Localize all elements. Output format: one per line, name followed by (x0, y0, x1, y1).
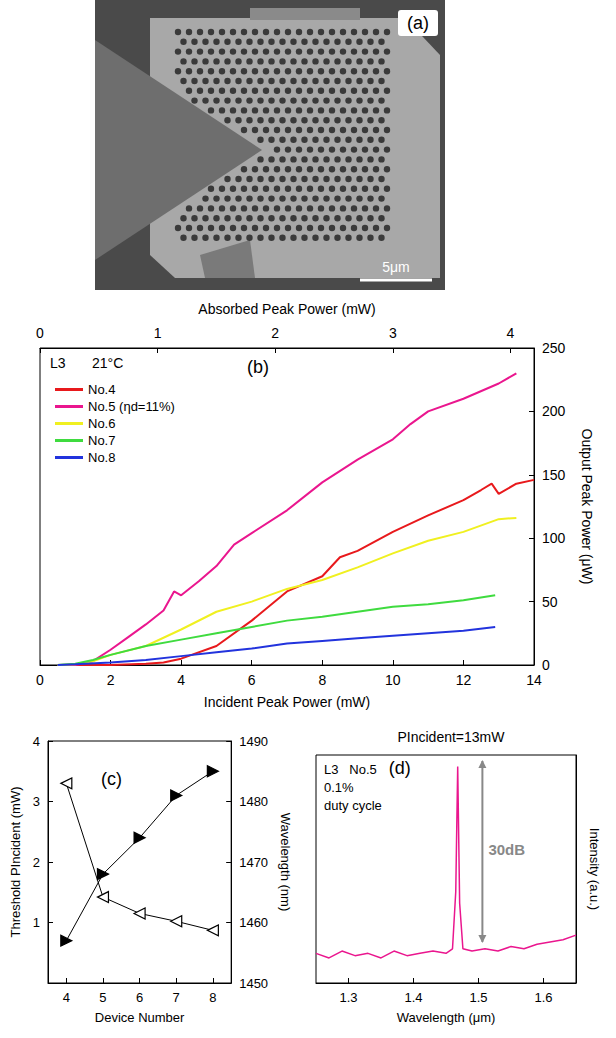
svg-text:250: 250 (542, 340, 566, 356)
svg-text:12: 12 (456, 672, 472, 688)
svg-text:(a): (a) (407, 13, 429, 33)
svg-text:2: 2 (107, 672, 115, 688)
svg-text:4: 4 (33, 734, 40, 749)
svg-text:1.6: 1.6 (534, 990, 552, 1005)
svg-text:4: 4 (507, 325, 515, 341)
svg-text:Device Number: Device Number (95, 1010, 185, 1025)
svg-text:14: 14 (526, 672, 542, 688)
svg-text:Wavelength (nm): Wavelength (nm) (278, 813, 293, 912)
svg-text:30dB: 30dB (488, 841, 525, 858)
svg-text:2: 2 (33, 855, 40, 870)
svg-text:5μm: 5μm (382, 259, 410, 275)
svg-text:150: 150 (542, 467, 566, 483)
svg-text:Wavelength (μm): Wavelength (μm) (397, 1010, 496, 1025)
svg-text:6: 6 (136, 990, 143, 1005)
svg-text:No.8: No.8 (88, 450, 115, 465)
svg-text:200: 200 (542, 403, 566, 419)
svg-text:4: 4 (63, 990, 70, 1005)
svg-text:3: 3 (33, 794, 40, 809)
svg-text:(d): (d) (389, 758, 411, 778)
svg-text:No.6: No.6 (88, 416, 115, 431)
svg-text:1.5: 1.5 (469, 990, 487, 1005)
svg-text:PIncident=13mW: PIncident=13mW (398, 729, 506, 745)
svg-text:No.7: No.7 (88, 433, 115, 448)
svg-text:duty cycle: duty cycle (324, 798, 382, 813)
svg-text:0: 0 (36, 672, 44, 688)
svg-text:L3: L3 (50, 355, 66, 371)
svg-text:10: 10 (385, 672, 401, 688)
svg-text:2: 2 (271, 325, 279, 341)
svg-text:No.4: No.4 (88, 382, 115, 397)
svg-text:50: 50 (542, 594, 558, 610)
svg-text:7: 7 (173, 990, 180, 1005)
svg-text:1.3: 1.3 (339, 990, 357, 1005)
svg-text:Threshold PIncident (mW): Threshold PIncident (mW) (8, 787, 23, 938)
svg-text:1: 1 (33, 915, 40, 930)
svg-text:8: 8 (209, 990, 216, 1005)
svg-text:8: 8 (318, 672, 326, 688)
svg-text:Absorbed Peak Power (mW): Absorbed Peak Power (mW) (198, 301, 375, 317)
svg-text:Intensity (a.u.): Intensity (a.u.) (587, 828, 602, 910)
svg-text:(b): (b) (247, 357, 269, 377)
svg-text:0.1%: 0.1% (324, 780, 354, 795)
svg-text:1: 1 (154, 325, 162, 341)
svg-text:L3 No.5: L3 No.5 (324, 762, 377, 777)
svg-text:1450: 1450 (239, 976, 268, 991)
svg-text:1490: 1490 (239, 734, 268, 749)
svg-text:0: 0 (542, 657, 550, 673)
svg-text:(c): (c) (101, 769, 122, 789)
svg-text:100: 100 (542, 530, 566, 546)
svg-text:1.4: 1.4 (404, 990, 422, 1005)
svg-text:5: 5 (99, 990, 106, 1005)
svg-text:Output Peak Power (μW): Output Peak Power (μW) (579, 429, 595, 585)
svg-text:6: 6 (248, 672, 256, 688)
svg-text:Incident Peak Power (mW): Incident Peak Power (mW) (204, 694, 371, 710)
svg-text:4: 4 (177, 672, 185, 688)
svg-text:1470: 1470 (239, 855, 268, 870)
svg-text:0: 0 (36, 325, 44, 341)
svg-text:1480: 1480 (239, 794, 268, 809)
svg-text:21°C: 21°C (92, 355, 123, 371)
svg-text:3: 3 (389, 325, 397, 341)
svg-text:No.5 (ηd=11%): No.5 (ηd=11%) (88, 399, 175, 414)
svg-text:1460: 1460 (239, 915, 268, 930)
